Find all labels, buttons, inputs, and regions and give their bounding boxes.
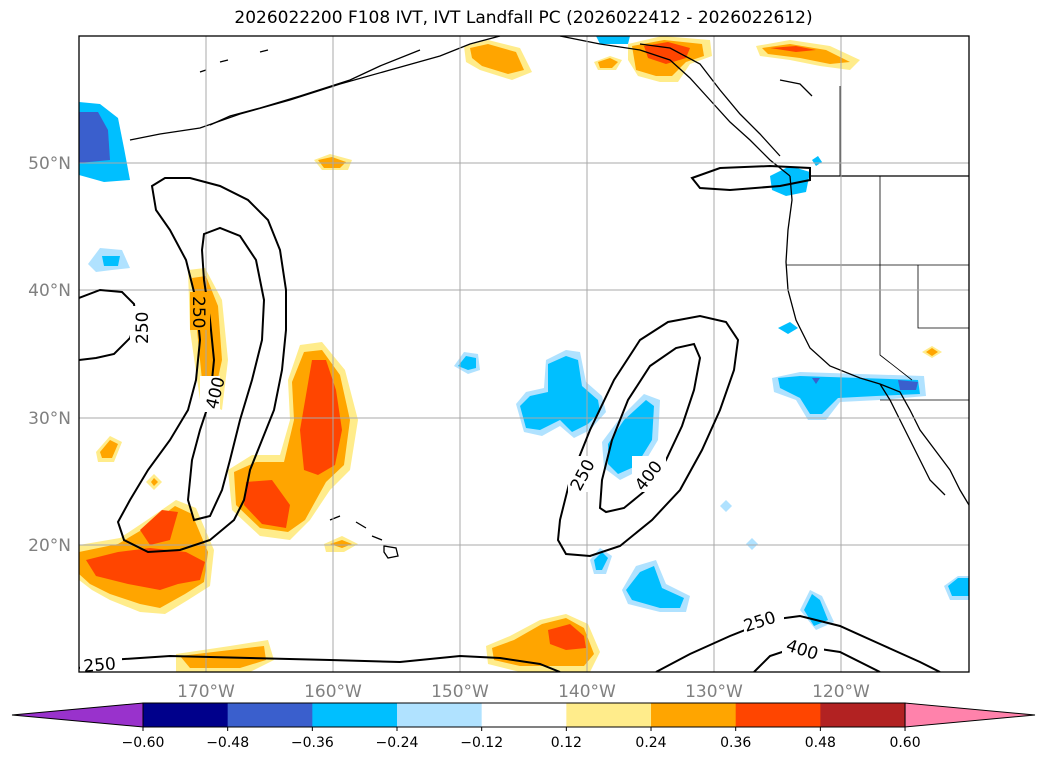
lon-tick: 130°W [685,682,743,702]
lat-tick: 40°N [28,281,71,301]
colorbar-tick-label: 0.24 [635,735,666,751]
colorbar-tick-label: 0.12 [551,735,582,751]
map-title: 2026022200 F108 IVT, IVT Landfall PC (20… [234,8,813,28]
lat-tick: 20°N [28,536,71,556]
lat-tick: 50°N [28,154,71,174]
colorbar-segment [312,703,398,727]
colorbar-tick-label: 0.48 [805,735,836,751]
contour-label-250-corner: 250 [83,654,117,677]
contour-labels: 250 250 400 250 400 250 400 250 [80,292,824,677]
colorbar-segment [566,703,652,727]
colorbar-segment [651,703,737,727]
colorbar-tick-label: 0.60 [889,735,920,751]
colorbar-segment [397,703,483,727]
lon-tick: 120°W [812,682,870,702]
shading-layer [79,36,969,672]
colorbar-segment [481,703,567,727]
colorbar: −0.60 −0.48 −0.36 −0.24 −0.12 0.12 0.24 0.36 0.4… [11,702,1036,751]
lon-tick: 170°W [177,682,235,702]
colorbar-extend-low [11,702,144,728]
colorbar-tick-label: −0.60 [122,735,165,751]
colorbar-outline [142,702,906,728]
lon-tick-labels: 170°W 160°W 150°W 140°W 130°W 120°W [177,682,870,702]
lon-tick: 140°W [558,682,616,702]
colorbar-tick-label: −0.48 [206,735,249,751]
lon-tick: 150°W [431,682,489,702]
colorbar-extend-high [904,702,1036,728]
contour-label-250-left: 250 [133,312,153,344]
colorbar-segment [143,703,229,727]
colorbar-tick-label: −0.24 [376,735,419,751]
lat-tick: 30°N [28,409,71,429]
colorbar-tick-label: 0.36 [720,735,751,751]
lon-tick: 160°W [304,682,362,702]
colorbar-segment [735,703,821,727]
lat-tick-labels: 50°N 40°N 30°N 20°N [28,154,71,556]
colorbar-tick-label: −0.36 [291,735,334,751]
colorbar-segment [227,703,313,727]
map-border [78,35,970,673]
colorbar-segment [820,703,906,727]
contour-label-250-tongue: 250 [188,296,208,328]
colorbar-tick-label: −0.12 [460,735,503,751]
coastline-layer [129,36,969,559]
map-frame-contents: 250 250 400 250 400 250 400 250 [79,36,969,677]
graticule [79,36,969,672]
